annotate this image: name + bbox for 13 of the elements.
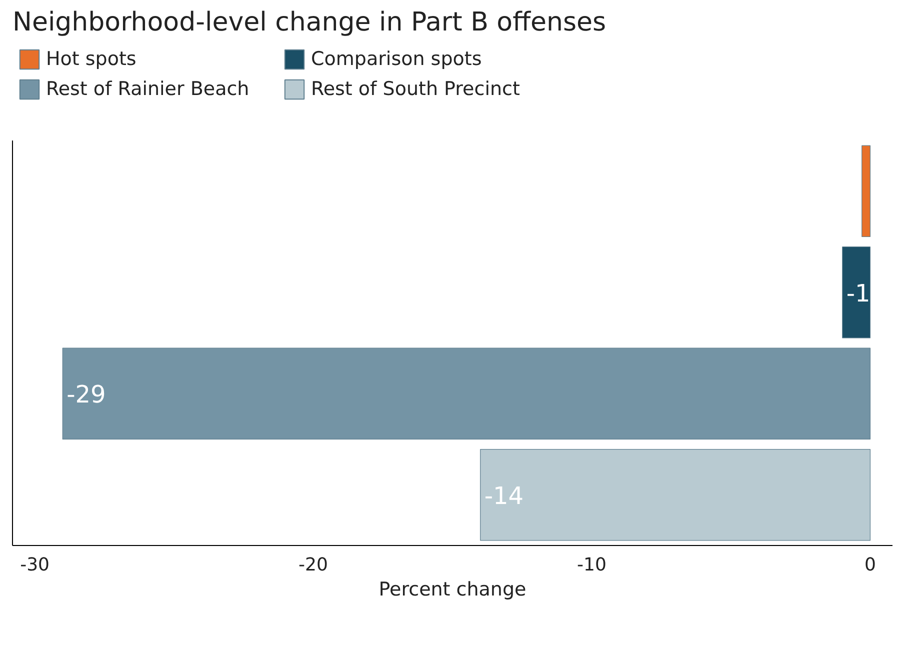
x-axis-title: Percent change	[378, 578, 526, 600]
x-tick-label: -20	[298, 554, 328, 576]
chart-title: Neighborhood-level change in Part B offenses	[12, 8, 606, 38]
legend-label: Comparison spots	[311, 48, 483, 70]
legend-label: Rest of Rainier Beach	[46, 78, 250, 100]
legend-label: Hot spots	[46, 48, 138, 70]
x-tick-label: -30	[20, 554, 50, 576]
data-label: -1	[846, 279, 870, 308]
legend-label: Rest of South Precinct	[311, 78, 521, 100]
x-tick-label: -10	[577, 554, 606, 576]
data-label: -14	[484, 482, 524, 510]
x-tick-label: 0	[864, 554, 876, 576]
data-label: -29	[66, 380, 106, 409]
